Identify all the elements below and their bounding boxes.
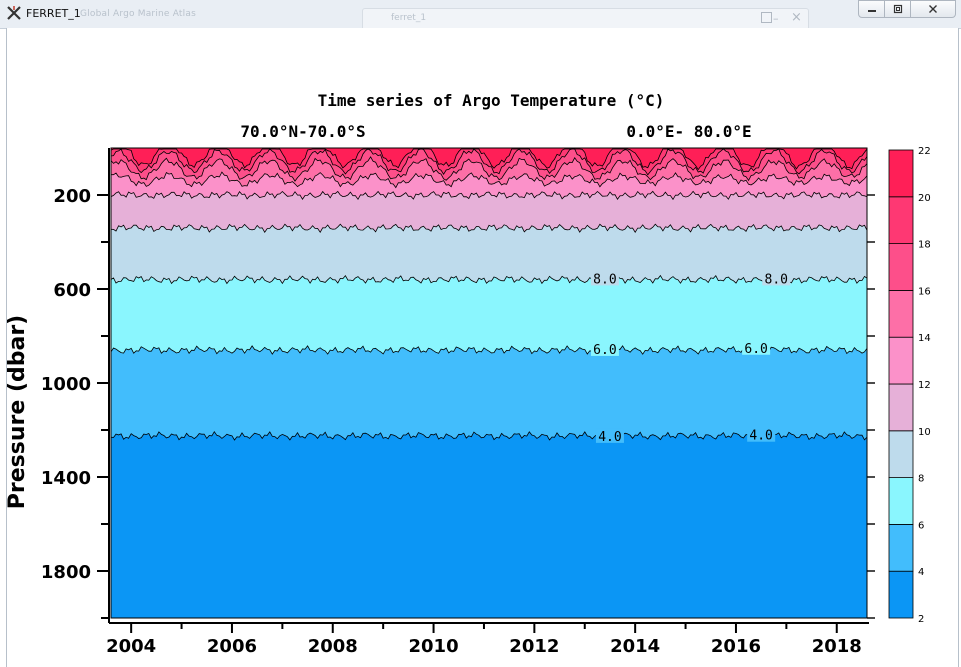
y-tick-label: 1000 xyxy=(41,374,91,395)
contour-label: 4.0 xyxy=(598,430,621,445)
colorbar-swatch xyxy=(888,289,914,338)
colorbar-label: 20 xyxy=(918,193,931,204)
ferret-app-icon xyxy=(7,6,21,20)
background-window-title: Global Argo Marine Atlas xyxy=(80,9,196,19)
title-bar: FERRET_1 Global Argo Marine Atlas ferret… xyxy=(0,0,961,32)
y-tick-label: 200 xyxy=(53,186,91,207)
axes: 2004 2006 2008 2010 2012 2014 2016 2018 200 600 10… xyxy=(41,147,875,657)
isotherm-12 xyxy=(110,190,868,201)
colorbar-swatch xyxy=(888,196,914,245)
colorbar: 2 4 6 8 10 12 14 16 18 20 22 xyxy=(888,146,931,625)
colorbar-swatch xyxy=(888,523,914,572)
y-tick-label: 1800 xyxy=(41,562,91,583)
isotherm-4 xyxy=(110,430,868,441)
colorbar-swatch xyxy=(888,477,914,525)
contour-label-bg xyxy=(590,341,619,356)
contour-label: 4.0 xyxy=(749,429,772,444)
window-title: FERRET_1 xyxy=(26,7,81,20)
colorbar-label: 12 xyxy=(918,380,931,391)
maximize-button[interactable] xyxy=(885,0,911,18)
contour-lines xyxy=(110,148,868,441)
colorbar-label: 6 xyxy=(918,520,924,531)
background-close-icon: × xyxy=(791,10,802,25)
contour-chart: 8.0 8.06.0 6.04.0 4.0 2004 2006 2008 2010 2012 2… xyxy=(7,91,931,657)
contour-labels: 8.0 8.0 6.0 6.0 4.0 4.0 xyxy=(590,271,791,445)
colorbar-label: 16 xyxy=(918,286,931,297)
colorbar-swatch xyxy=(888,336,914,385)
isotherm-18 xyxy=(110,148,868,176)
x-tick-label: 2018 xyxy=(812,636,862,657)
colorbar-label: 10 xyxy=(918,427,931,438)
plot-window: 8.0 8.0 6.0 6.0 4.0 4.0 2004 2006 2008 2010 2012 2… xyxy=(6,28,959,667)
y-axis-label: Pressure (dbar) xyxy=(7,315,30,509)
contour-label-bg xyxy=(747,427,776,442)
colorbar-swatch xyxy=(888,383,914,432)
minimize-icon xyxy=(867,10,876,12)
x-tick-label: 2006 xyxy=(207,636,257,657)
subtitle-longitude: 0.0°E- 80.0°E xyxy=(626,122,751,141)
colorbar-label: 2 xyxy=(918,614,924,625)
isotherm-20 xyxy=(110,148,868,171)
subtitle-latitude: 70.0°N-70.0°S xyxy=(240,122,365,141)
x-tick-label: 2012 xyxy=(509,636,559,657)
contour-label: 8.0 xyxy=(593,272,616,287)
contour-label: 6.0 xyxy=(744,342,767,357)
maximize-icon xyxy=(893,4,902,14)
y-tick-label: 600 xyxy=(53,280,91,301)
chart-title: Time series of Argo Temperature (°C) xyxy=(318,91,665,110)
y-tick-label: 1400 xyxy=(41,468,91,489)
x-tick-label: 2004 xyxy=(106,636,156,657)
isotherm-8 xyxy=(110,274,868,285)
background-maximize-icon xyxy=(761,12,772,23)
close-button[interactable] xyxy=(911,0,956,18)
x-tick-label: 2010 xyxy=(409,636,459,657)
colorbar-label: 8 xyxy=(918,474,924,485)
colorbar-swatch xyxy=(888,243,914,291)
colorbar-label: 14 xyxy=(918,333,931,344)
colorbar-swatch xyxy=(888,430,914,478)
background-window-label: ferret_1 xyxy=(391,13,427,23)
contour-fills xyxy=(111,148,867,618)
contour-label: 8.0 xyxy=(765,272,788,287)
contour-label-bg xyxy=(595,428,624,443)
isotherm-10 xyxy=(110,223,868,233)
minimize-button[interactable] xyxy=(858,0,885,18)
contour-label-bg xyxy=(742,340,771,355)
isotherm-6 xyxy=(110,345,868,355)
band-20-22 xyxy=(111,148,867,170)
colorbar-label: 4 xyxy=(918,567,924,578)
contour-label: 6.0 xyxy=(593,343,616,358)
colorbar-swatch xyxy=(888,570,914,619)
x-tick-label: 2008 xyxy=(308,636,358,657)
x-tick-label: 2016 xyxy=(711,636,761,657)
window-controls xyxy=(858,0,956,19)
isotherm-14 xyxy=(111,171,868,189)
colorbar-swatch xyxy=(888,149,914,198)
colorbar-label: 18 xyxy=(918,240,931,251)
background-minimize-icon: – xyxy=(773,12,779,25)
colorbar-label: 22 xyxy=(918,146,931,157)
isotherm-16 xyxy=(110,156,868,182)
contour-label-bg xyxy=(590,271,619,286)
contour-label-bg xyxy=(762,271,791,286)
close-icon xyxy=(929,5,937,13)
x-tick-label: 2014 xyxy=(610,636,660,657)
